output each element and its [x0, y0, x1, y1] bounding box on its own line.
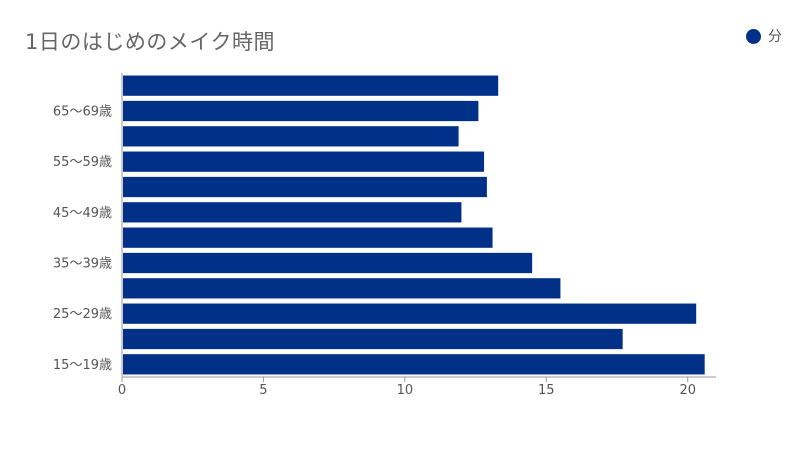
legend-label: 分	[768, 29, 782, 45]
bar-10	[123, 100, 479, 122]
bar-2	[123, 303, 697, 324]
x-tick-label: 0	[118, 383, 126, 398]
bar-8	[123, 151, 485, 172]
bar-5	[123, 227, 493, 248]
legend: 分	[746, 26, 782, 46]
bar-7	[123, 176, 487, 198]
x-tick-label: 10	[397, 383, 414, 398]
bar-4	[123, 252, 533, 274]
bar-3	[123, 278, 561, 299]
y-tick-label: 15～19歳	[53, 358, 112, 373]
x-tick-label: 20	[679, 383, 696, 398]
y-tick-label: 45～49歳	[53, 206, 112, 221]
legend-marker	[746, 28, 761, 44]
chart-title: 1日のはじめのメイク時間	[25, 30, 275, 54]
bar-11	[123, 75, 499, 96]
bar-0	[123, 354, 705, 375]
y-tick-label: 65～69歳	[53, 105, 112, 120]
y-tick-label: 25～29歳	[53, 307, 112, 322]
bar-6	[123, 202, 462, 223]
bar-9	[123, 126, 459, 147]
bar-1	[123, 328, 623, 350]
x-tick-label: 5	[259, 383, 267, 398]
x-tick-label: 15	[538, 383, 555, 398]
y-tick-label: 55～59歳	[53, 155, 112, 170]
y-tick-label: 35～39歳	[53, 257, 112, 272]
